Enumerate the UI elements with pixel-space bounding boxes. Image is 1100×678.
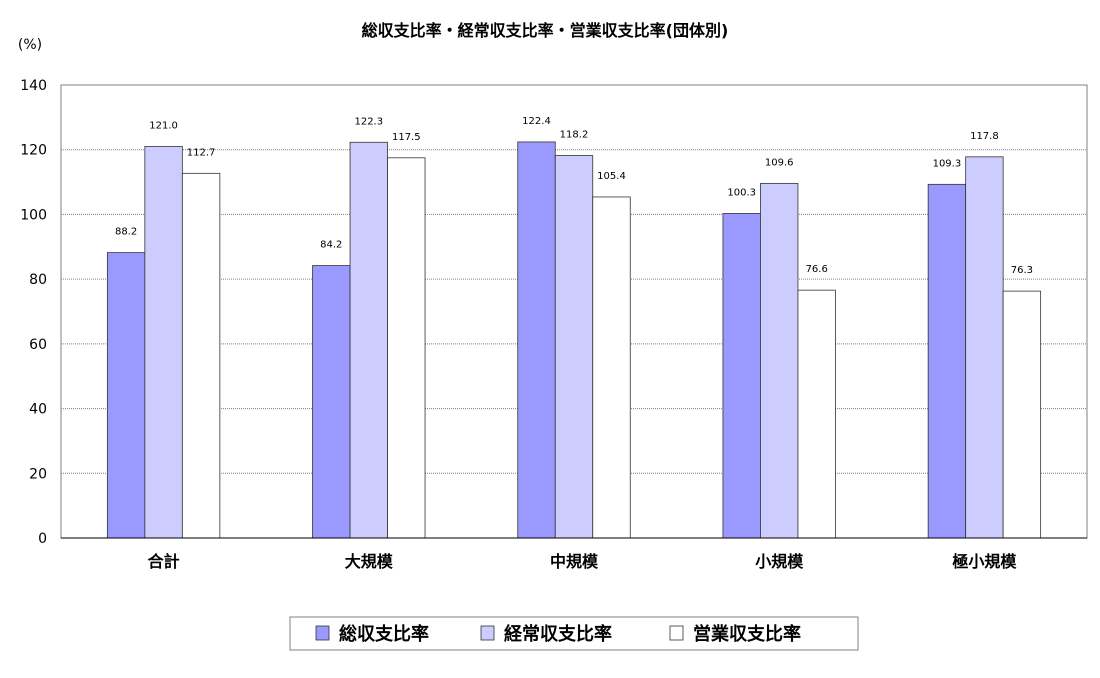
x-axis-ticks: 合計 大規模 中規模 小規模 極小規模 xyxy=(61,537,1087,571)
y-tick-label: 100 xyxy=(20,207,47,223)
data-label: 109.3 xyxy=(933,158,962,169)
bar xyxy=(181,172,221,539)
legend: 総収支比率 経常収支比率 営業収支比率 xyxy=(289,616,859,651)
bar xyxy=(349,141,388,539)
data-label: 112.7 xyxy=(187,147,216,158)
x-tick-label: 合計 xyxy=(148,552,180,571)
y-tick-label: 120 xyxy=(20,143,47,159)
bar xyxy=(387,157,426,539)
bar xyxy=(927,183,967,539)
data-label: 105.4 xyxy=(597,171,626,182)
data-label: 117.5 xyxy=(392,132,421,143)
bar xyxy=(722,213,761,539)
bar xyxy=(312,265,351,539)
bar xyxy=(144,146,183,539)
bar xyxy=(797,289,836,539)
bar xyxy=(517,141,556,539)
x-tick-label: 小規模 xyxy=(755,552,804,571)
x-tick-label: 大規模 xyxy=(345,552,394,571)
data-label: 84.2 xyxy=(320,240,342,251)
data-label: 88.2 xyxy=(115,227,137,238)
data-label: 118.2 xyxy=(560,130,589,141)
data-label: 122.3 xyxy=(354,116,383,127)
y-tick-label: 20 xyxy=(29,466,47,482)
data-label: 76.6 xyxy=(806,264,828,275)
bar xyxy=(554,155,594,539)
y-tick-label: 40 xyxy=(29,402,47,418)
bar xyxy=(592,196,631,539)
legend-swatch xyxy=(480,625,495,641)
data-label: 117.8 xyxy=(970,131,999,142)
legend-swatch xyxy=(315,625,330,641)
data-label: 109.6 xyxy=(765,157,794,168)
y-tick-label: 60 xyxy=(29,337,47,353)
x-tick-label: 中規模 xyxy=(550,552,599,571)
bar xyxy=(760,182,799,539)
legend-label: 営業収支比率 xyxy=(693,623,801,645)
bars xyxy=(106,141,1042,539)
chart-title: 総収支比率・経常収支比率・営業収支比率(団体別) xyxy=(362,21,729,40)
bar xyxy=(106,252,146,539)
y-tick-label: 140 xyxy=(20,78,47,94)
data-label: 121.0 xyxy=(149,120,178,131)
data-labels: 88.2 121.0 112.7 84.2 122.3 117.5 122.4 118.2 10… xyxy=(115,116,1033,276)
legend-box xyxy=(289,616,859,651)
y-tick-label: 80 xyxy=(29,272,47,288)
legend-swatch xyxy=(669,625,684,641)
x-tick-label: 極小規模 xyxy=(951,552,1017,571)
legend-label: 総収支比率 xyxy=(339,623,429,645)
y-tick-label: 0 xyxy=(38,531,47,547)
data-label: 100.3 xyxy=(727,187,756,198)
legend-label: 経常収支比率 xyxy=(504,623,612,645)
y-axis-unit: (%) xyxy=(18,37,42,53)
data-label: 76.3 xyxy=(1011,265,1033,276)
y-axis-ticks: 0 20 40 60 80 100 120 140 xyxy=(20,78,47,547)
bar xyxy=(965,156,1004,539)
bar xyxy=(1002,290,1042,539)
data-label: 122.4 xyxy=(522,116,551,127)
